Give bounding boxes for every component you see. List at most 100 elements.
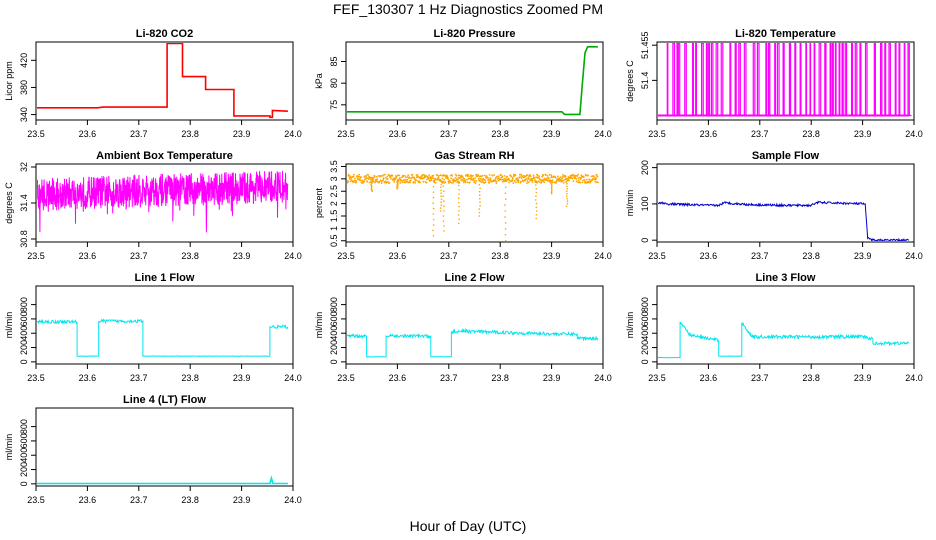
chart-panel: Li-820 CO2 23.5 23.6 23.7 23.8 23.9 24.0 340 380…: [4, 28, 302, 139]
series-point: [413, 177, 416, 180]
series-point: [546, 175, 549, 177]
series-line: [37, 318, 289, 357]
series-point: [519, 176, 521, 178]
y-axis-label: degrees C: [625, 60, 635, 102]
series-point: [507, 177, 510, 180]
series-point: [541, 175, 543, 178]
series-point: [562, 174, 564, 176]
series-point: [423, 174, 426, 177]
y-tick-label: 100: [640, 196, 650, 211]
x-tick-label: 24.0: [284, 373, 302, 383]
y-tick-label: 600: [329, 311, 339, 326]
series-point: [473, 179, 475, 182]
series-point: [461, 175, 464, 178]
series-point: [520, 177, 523, 179]
x-tick-label: 23.6: [79, 495, 97, 505]
series-point: [372, 180, 375, 183]
series-point: [385, 176, 387, 179]
series-point: [574, 176, 577, 179]
y-tick-label: 800: [19, 419, 29, 434]
x-tick-label: 23.6: [389, 373, 407, 383]
series-point: [398, 174, 401, 177]
series-point: [551, 184, 553, 186]
y-tick-label: 800: [329, 297, 339, 312]
series-point: [415, 179, 418, 182]
series-point: [550, 174, 553, 177]
series-point: [463, 178, 466, 180]
x-tick-label: 23.9: [854, 251, 872, 261]
y-tick-label: 200: [640, 160, 650, 175]
series-point: [464, 181, 467, 184]
series-point: [564, 175, 567, 178]
series-point: [432, 180, 435, 183]
series-point: [454, 177, 457, 179]
series-point: [462, 181, 465, 184]
x-tick-label: 23.7: [751, 251, 769, 261]
y-axis-label: ml/min: [4, 434, 14, 461]
series-point: [548, 178, 550, 180]
series-point: [546, 177, 548, 180]
series-point: [442, 215, 445, 217]
y-axis-label: ml/min: [4, 312, 14, 339]
series-point: [412, 181, 415, 183]
y-axis-label: ml/min: [625, 312, 635, 339]
series-point: [457, 178, 459, 181]
y-tick-label: 0: [640, 238, 650, 243]
series-point: [504, 216, 506, 218]
y-tick-label: 600: [640, 311, 650, 326]
series-point: [442, 220, 445, 222]
series-point: [467, 175, 469, 178]
series-point: [432, 229, 434, 232]
series-point: [503, 178, 506, 180]
x-tick-label: 23.8: [491, 129, 509, 139]
series-point: [474, 182, 477, 184]
series-point: [505, 198, 507, 200]
x-tick-label: 24.0: [905, 251, 923, 261]
series-point: [439, 174, 442, 177]
y-tick-label: 200: [19, 340, 29, 355]
x-tick-label: 23.7: [440, 251, 458, 261]
y-tick-label: 800: [640, 297, 650, 312]
series-point: [458, 180, 460, 183]
plot-frame: [656, 285, 915, 365]
series-point: [464, 179, 466, 182]
series-point: [489, 178, 492, 181]
series-point: [452, 180, 455, 183]
series-point: [478, 194, 481, 196]
x-tick-label: 23.8: [802, 373, 820, 383]
series-point: [439, 207, 442, 209]
panel-title: Gas Stream RH: [434, 150, 514, 162]
chart-panel: Sample Flow 23.5 23.6 23.7 23.8 23.9 24.0 0 100 2…: [625, 150, 923, 261]
x-tick-label: 23.5: [27, 373, 45, 383]
series-point: [504, 210, 507, 212]
series-point: [517, 179, 520, 182]
series-point: [513, 175, 515, 178]
series-point: [550, 183, 552, 185]
series-point: [535, 191, 538, 194]
series-point: [477, 174, 480, 177]
x-tick-label: 23.9: [233, 373, 251, 383]
series-point: [418, 180, 420, 183]
series-point: [566, 197, 568, 200]
series-point: [488, 174, 491, 176]
y-tick-label: 2.5: [329, 185, 339, 198]
series-point: [354, 177, 356, 180]
series-point: [437, 176, 440, 179]
series-point: [550, 180, 553, 183]
series-point: [585, 178, 588, 181]
series-point: [455, 174, 458, 177]
y-tick-label: 1: [329, 226, 339, 231]
series-point: [572, 180, 575, 183]
series-point: [450, 177, 452, 180]
series-point: [349, 175, 352, 178]
series-point: [551, 179, 554, 182]
series-point: [504, 180, 507, 183]
y-tick-label: 0: [19, 481, 29, 486]
series-point: [548, 173, 551, 176]
x-tick-label: 23.6: [79, 251, 97, 261]
plot-frame: [35, 407, 294, 487]
x-tick-label: 24.0: [284, 251, 302, 261]
series-point: [427, 176, 430, 179]
series-point: [526, 182, 528, 185]
series-point: [571, 177, 574, 180]
